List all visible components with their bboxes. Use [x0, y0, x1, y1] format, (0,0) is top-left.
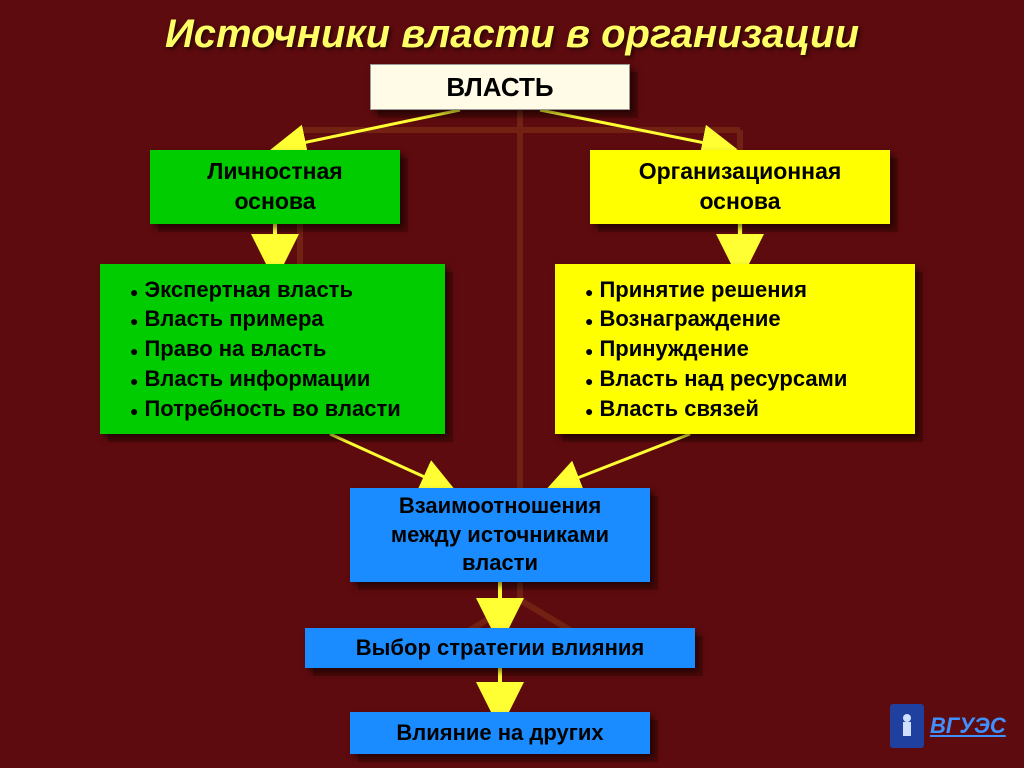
list-item: Право на власть — [130, 334, 433, 364]
list-item: Власть над ресурсами — [585, 364, 903, 394]
list-item: Власть примера — [130, 304, 433, 334]
relationships-line2: между источниками — [362, 521, 638, 550]
list-item: Принуждение — [585, 334, 903, 364]
org-list-box: Принятие решения Вознаграждение Принужде… — [555, 264, 915, 434]
list-item: Принятие решения — [585, 275, 903, 305]
logo-icon — [890, 704, 924, 748]
org-list-items: Принятие решения Вознаграждение Принужде… — [567, 275, 903, 423]
strategy-label: Выбор стратегии влияния — [317, 635, 683, 661]
personal-basis-box: Личностная основа — [150, 150, 400, 224]
org-basis-line1: Организационная — [602, 157, 878, 187]
list-item: Власть связей — [585, 394, 903, 424]
org-basis-line2: основа — [602, 187, 878, 217]
university-logo: ВГУЭС — [890, 696, 1010, 756]
slide-title: Источники власти в организации — [0, 12, 1024, 57]
logo-text: ВГУЭС — [930, 713, 1006, 739]
influence-box: Влияние на других — [350, 712, 650, 754]
relationships-line3: власти — [362, 549, 638, 578]
list-item: Вознаграждение — [585, 304, 903, 334]
list-item: Потребность во власти — [130, 394, 433, 424]
list-item: Экспертная власть — [130, 275, 433, 305]
personal-list-items: Экспертная власть Власть примера Право н… — [112, 275, 433, 423]
power-box: ВЛАСТЬ — [370, 64, 630, 110]
influence-label: Влияние на других — [362, 720, 638, 746]
relationships-box: Взаимоотношения между источниками власти — [350, 488, 650, 582]
personal-basis-line1: Личностная — [162, 157, 388, 187]
strategy-box: Выбор стратегии влияния — [305, 628, 695, 668]
relationships-line1: Взаимоотношения — [362, 492, 638, 521]
org-basis-box: Организационная основа — [590, 150, 890, 224]
personal-basis-line2: основа — [162, 187, 388, 217]
personal-list-box: Экспертная власть Власть примера Право н… — [100, 264, 445, 434]
list-item: Власть информации — [130, 364, 433, 394]
power-label: ВЛАСТЬ — [383, 72, 617, 103]
